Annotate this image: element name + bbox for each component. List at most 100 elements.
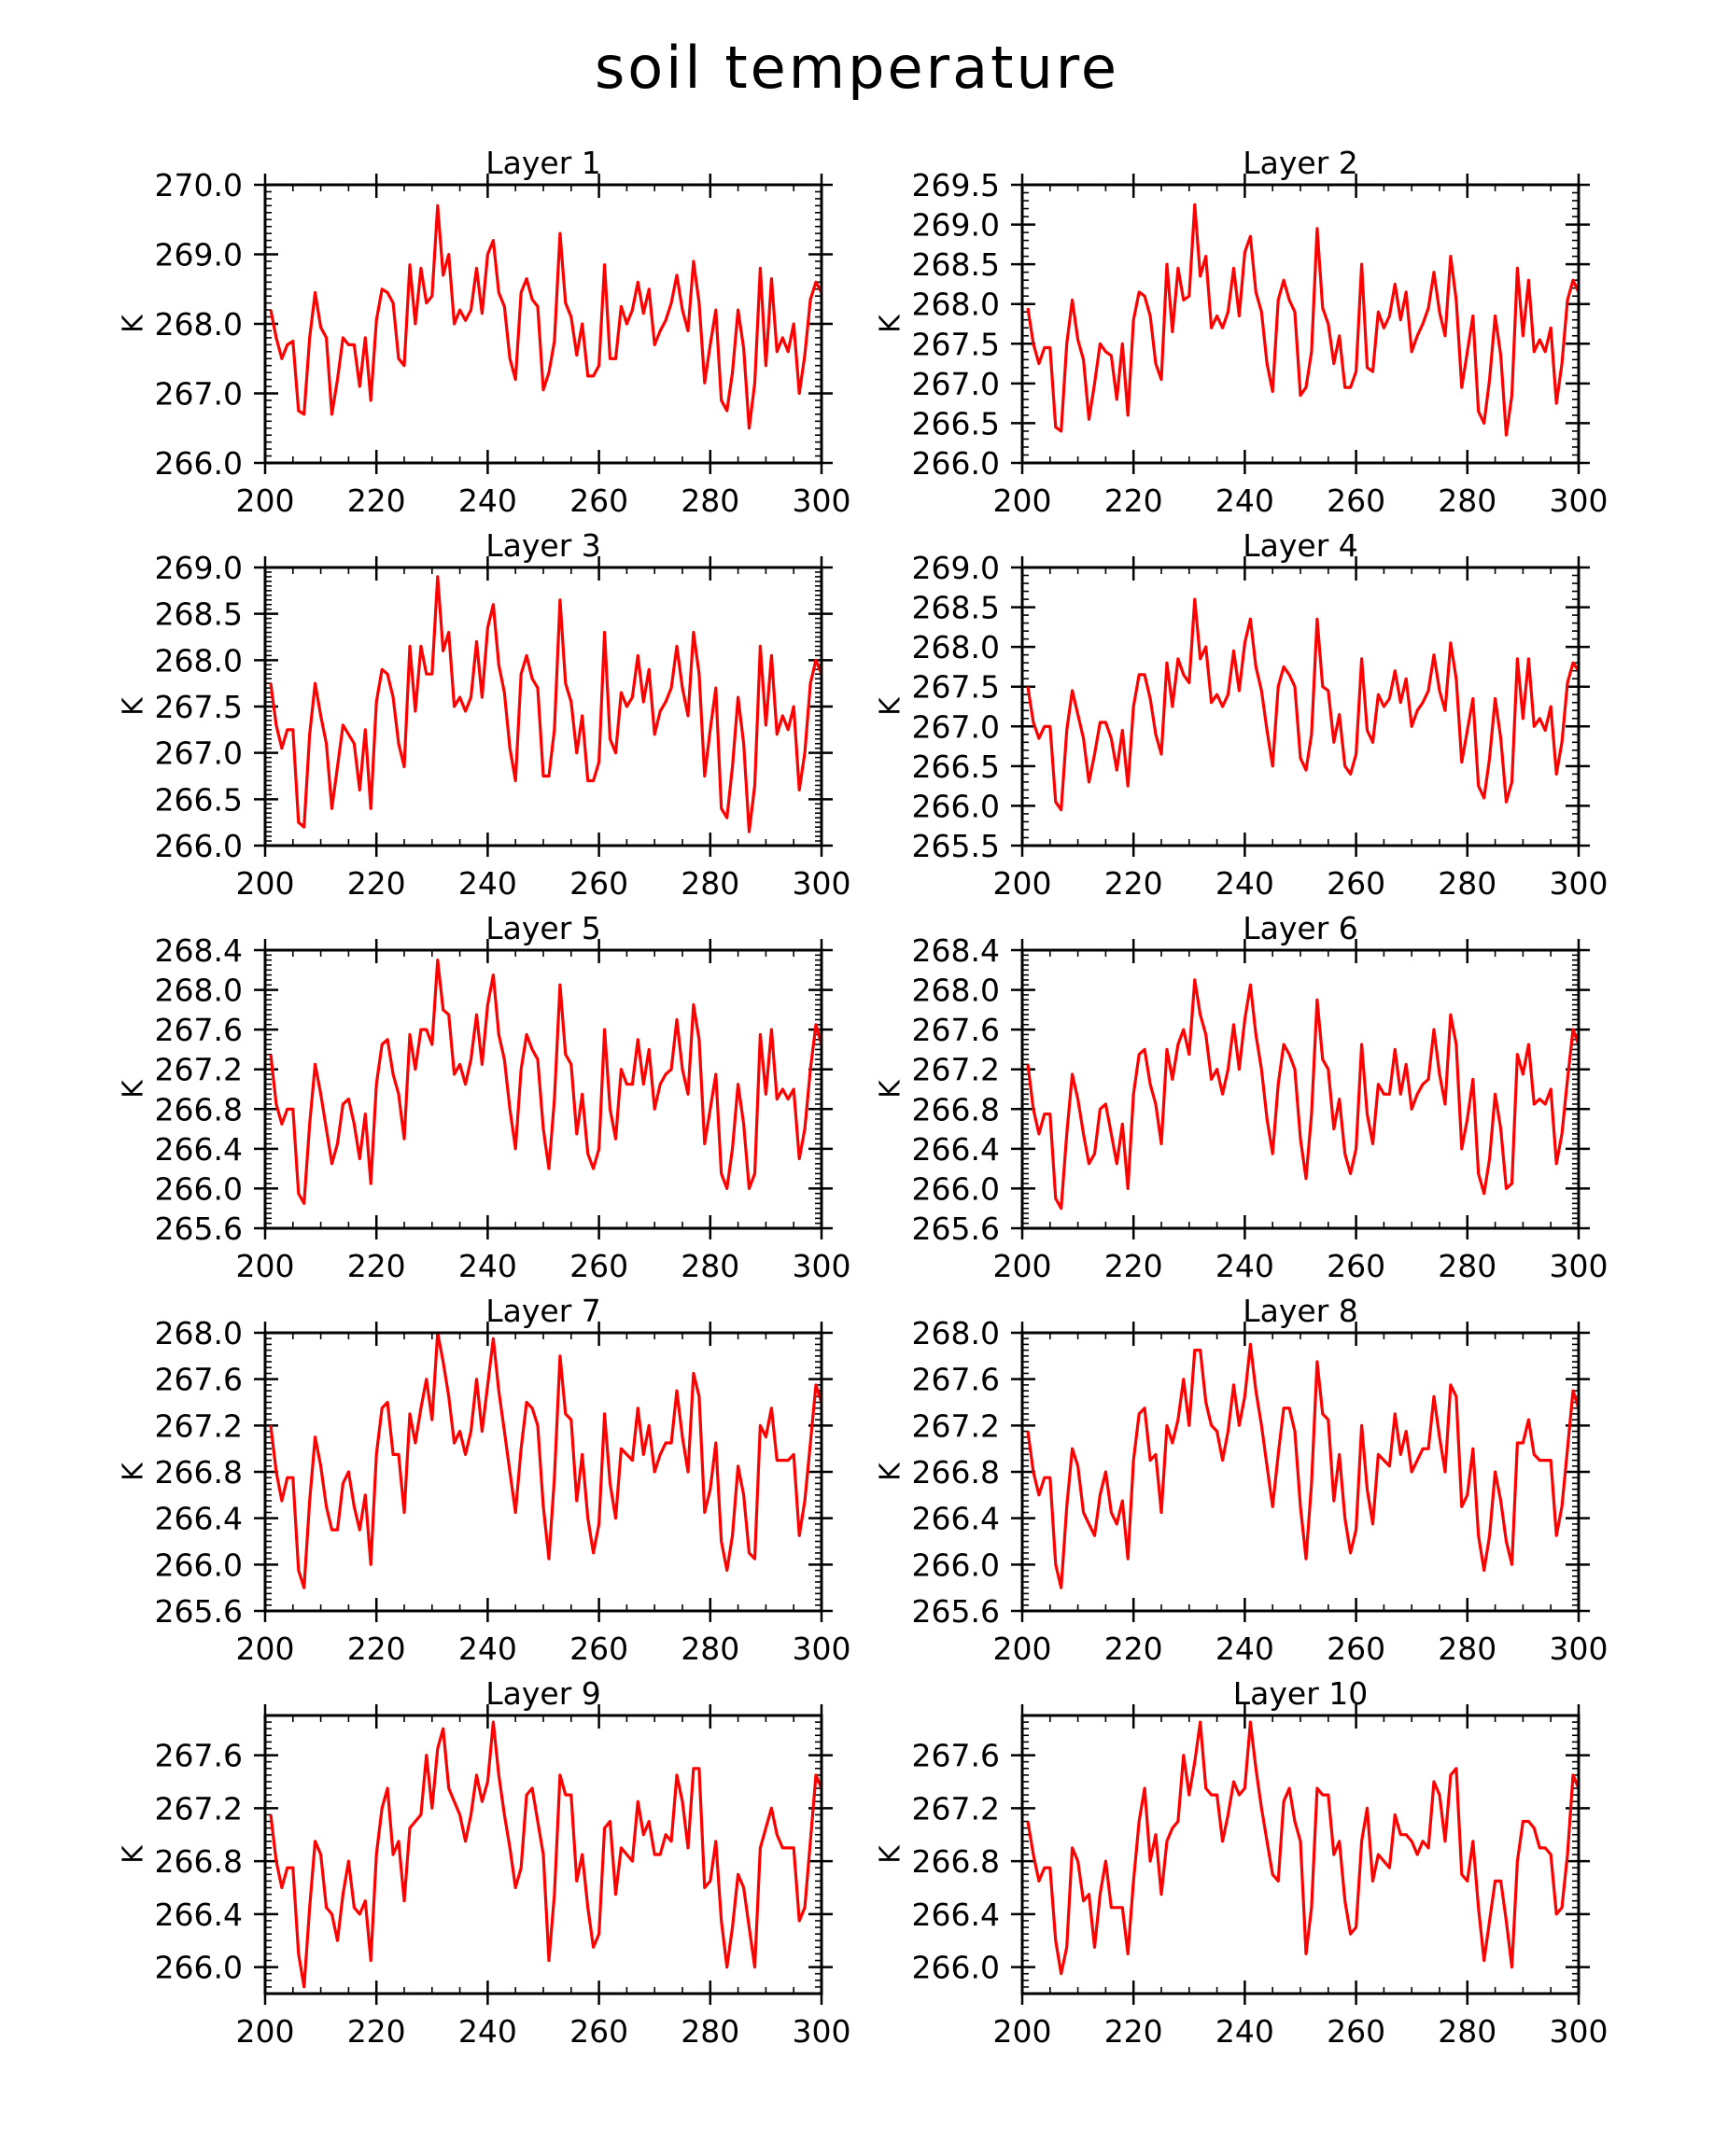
y-tick-label: 266.8 xyxy=(912,1454,1000,1491)
y-tick-label: 268.0 xyxy=(912,287,1000,323)
y-tick-label: 266.0 xyxy=(912,1547,1000,1583)
x-tick-label: 280 xyxy=(1438,865,1496,902)
y-tick-label: 266.4 xyxy=(912,1131,1000,1168)
y-tick-label: 269.5 xyxy=(912,167,1000,203)
x-tick-label: 300 xyxy=(793,865,851,902)
series-line xyxy=(1026,597,1581,812)
y-tick-label: 266.8 xyxy=(155,1454,243,1491)
y-tick-label: 265.6 xyxy=(155,1211,243,1247)
x-tick-label: 260 xyxy=(1327,865,1385,902)
x-tick-label: 200 xyxy=(993,1631,1052,1667)
panels-container: Layer 1 K 200 220 240 260 280 300 266.0 267.0 268.… xyxy=(118,145,1609,2050)
y-tick-label: 268.5 xyxy=(912,590,1000,626)
x-tick-label: 240 xyxy=(458,1248,517,1284)
x-tick-label: 300 xyxy=(1550,2013,1609,2050)
panel-title: Layer 9 xyxy=(485,1675,601,1712)
x-tick-label: 200 xyxy=(236,1631,295,1667)
x-tick-label: 220 xyxy=(1104,1248,1163,1284)
plot-frame xyxy=(263,1331,823,1613)
panel-layer-4: Layer 4 K 200 220 240 260 280 300 265.5 266.0266.… xyxy=(875,527,1609,902)
x-tick-label: 260 xyxy=(1327,1248,1385,1284)
x-tick-label: 300 xyxy=(1550,1248,1609,1284)
y-tick-label: 267.6 xyxy=(155,1362,243,1398)
y-tick-label: 268.4 xyxy=(155,932,243,969)
x-tick-label: 240 xyxy=(458,2013,517,2050)
x-tick-label: 280 xyxy=(681,1631,739,1667)
x-tick-label: 280 xyxy=(681,1248,739,1284)
x-tick-label: 300 xyxy=(793,1631,851,1667)
y-tick-label: 267.6 xyxy=(912,1362,1000,1398)
y-tick-label: 268.5 xyxy=(155,596,243,633)
panel-layer-1: Layer 1 K 200 220 240 260 280 300 266.0 267.0 268.… xyxy=(118,145,851,519)
y-tick-label: 265.6 xyxy=(912,1593,1000,1630)
y-tick-label: 265.5 xyxy=(912,828,1000,864)
x-tick-label: 260 xyxy=(569,483,628,519)
panel-title: Layer 4 xyxy=(1243,527,1358,564)
series-line xyxy=(1026,203,1581,437)
panel-layer-3: Layer 3 K 200 220 240 260 280 300 266.0 266.5 267.… xyxy=(118,527,851,902)
series-line xyxy=(269,575,823,833)
y-tick-label: 267.2 xyxy=(155,1407,243,1444)
y-axis-label: K xyxy=(118,1844,150,1864)
y-tick-label: 268.0 xyxy=(155,973,243,1009)
y-tick-label: 267.6 xyxy=(155,1738,243,1774)
y-tick-label: 267.2 xyxy=(912,1052,1000,1088)
plot-frame xyxy=(1020,1714,1581,1995)
x-tick-label: 260 xyxy=(569,1248,628,1284)
x-tick-label: 240 xyxy=(1215,2013,1274,2050)
panel-title: Layer 10 xyxy=(1233,1675,1369,1712)
x-tick-label: 280 xyxy=(1438,483,1496,519)
x-tick-label: 260 xyxy=(1327,1631,1385,1667)
y-tick-label: 265.6 xyxy=(912,1211,1000,1247)
y-axis-label: K xyxy=(875,696,907,716)
y-tick-label: 266.0 xyxy=(912,1950,1000,1986)
x-tick-label: 200 xyxy=(236,1248,295,1284)
x-tick-label: 200 xyxy=(236,483,295,519)
x-tick-label: 300 xyxy=(793,1248,851,1284)
plot-frame xyxy=(263,183,823,465)
y-tick-label: 268.0 xyxy=(155,306,243,343)
y-tick-label: 266.4 xyxy=(155,1897,243,1933)
y-tick-label: 266.0 xyxy=(155,1950,243,1986)
x-tick-label: 240 xyxy=(1215,1248,1274,1284)
x-tick-label: 280 xyxy=(1438,2013,1496,2050)
x-tick-label: 240 xyxy=(458,865,517,902)
x-tick-label: 300 xyxy=(793,483,851,519)
panel-title: Layer 2 xyxy=(1243,145,1358,181)
panel-title: Layer 6 xyxy=(1243,910,1358,946)
series-line xyxy=(269,1720,823,1989)
series-line xyxy=(269,958,823,1206)
y-tick-label: 268.0 xyxy=(912,629,1000,665)
x-tick-label: 300 xyxy=(1550,1631,1609,1667)
x-tick-label: 220 xyxy=(347,2013,406,2050)
x-tick-label: 280 xyxy=(681,483,739,519)
y-tick-label: 267.6 xyxy=(155,1012,243,1048)
x-tick-label: 260 xyxy=(569,1631,628,1667)
series-line xyxy=(269,203,823,430)
x-tick-label: 200 xyxy=(993,865,1052,902)
plot-frame xyxy=(263,1714,823,1995)
x-tick-label: 300 xyxy=(1550,483,1609,519)
y-tick-label: 267.6 xyxy=(912,1012,1000,1048)
y-tick-label: 266.5 xyxy=(912,405,1000,441)
y-axis-label: K xyxy=(875,1079,907,1099)
y-tick-label: 266.8 xyxy=(912,1843,1000,1880)
panel-layer-10: Layer 10 K 200 220 240 260 280 300 266.0 266.4 266… xyxy=(875,1675,1609,2050)
plot-frame xyxy=(263,566,823,847)
y-tick-label: 266.0 xyxy=(912,788,1000,824)
x-tick-label: 260 xyxy=(1327,2013,1385,2050)
y-tick-label: 266.0 xyxy=(912,445,1000,482)
y-tick-label: 267.2 xyxy=(912,1407,1000,1444)
x-tick-label: 260 xyxy=(569,865,628,902)
y-tick-label: 266.0 xyxy=(155,828,243,864)
y-tick-label: 266.0 xyxy=(912,1170,1000,1207)
y-tick-label: 266.4 xyxy=(155,1131,243,1168)
x-tick-label: 240 xyxy=(1215,483,1274,519)
plot-frame xyxy=(1020,948,1581,1230)
y-tick-label: 268.5 xyxy=(912,246,1000,283)
y-tick-label: 270.0 xyxy=(155,167,243,203)
y-tick-label: 266.0 xyxy=(155,445,243,482)
x-tick-label: 200 xyxy=(236,2013,295,2050)
